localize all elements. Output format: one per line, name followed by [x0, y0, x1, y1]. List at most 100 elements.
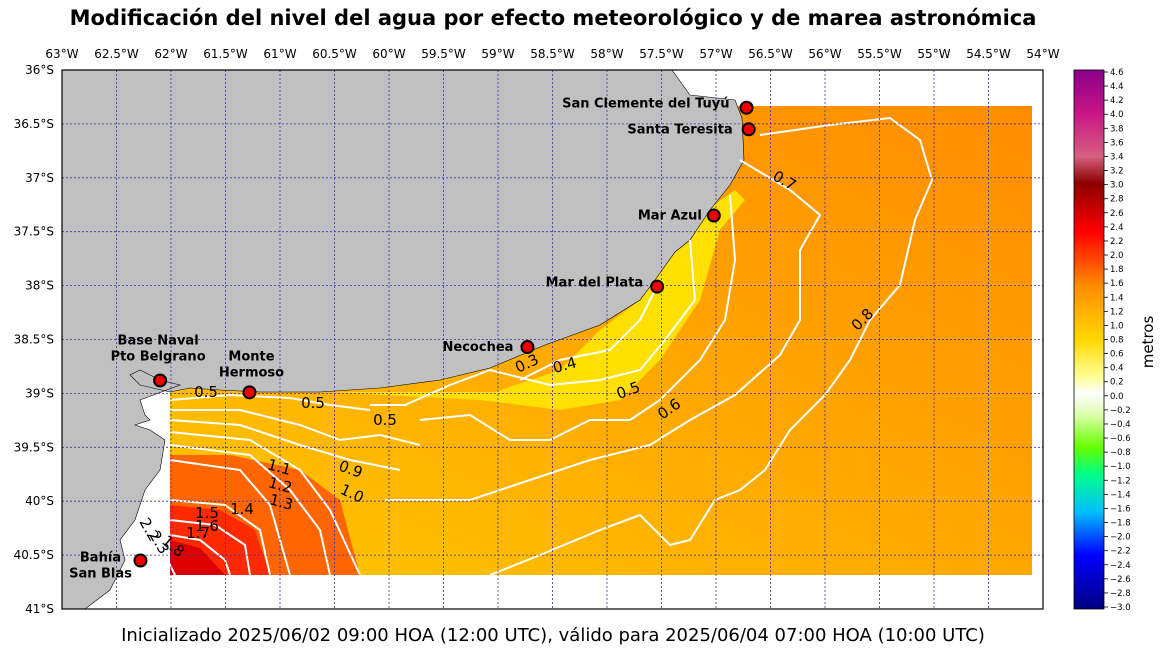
lon-tick-label: 57°W: [699, 47, 732, 61]
lat-tick-label: 36.5°S: [14, 117, 54, 131]
contour-value-label: 1.7: [186, 524, 210, 542]
city-name-label: Santa Teresita: [627, 122, 732, 137]
colorbar-tick-label: 1.6: [1110, 279, 1124, 289]
lat-tick-label: 39.5°S: [14, 440, 54, 454]
contour-value-label: 1.6: [195, 517, 219, 535]
lat-tick-label: 40°S: [25, 494, 54, 508]
lon-tick-label: 54.5°W: [966, 47, 1011, 61]
contour-value-label: 1.4: [230, 500, 254, 518]
colorbar-tick-label: −0.2: [1110, 406, 1131, 416]
lon-tick-label: 62°W: [154, 47, 187, 61]
colorbar-tick-label: 1.2: [1110, 307, 1124, 317]
lon-tick-label: 55.5°W: [857, 47, 902, 61]
colorbar-tick-label: −1.4: [1110, 490, 1131, 500]
colorbar-tick-label: −3.0: [1110, 603, 1131, 613]
city-marker: [706, 208, 721, 223]
longitude-tick-labels: 63°W 62.5°W 62°W 61.5°W 61°W 60.5°W 60°W 59.5°W…: [45, 47, 1059, 61]
colorbar-tick-label: 0.4: [1110, 364, 1124, 374]
colorbar-tick-label: 3.0: [1110, 181, 1124, 191]
colorbar-tick-label: 0.2: [1110, 378, 1124, 388]
validity-footer: Inicializado 2025/06/02 09:00 HOA (12:00…: [121, 625, 985, 646]
city-name-label: Bahía San Blas: [69, 550, 132, 581]
colorbar-tick-label: −2.6: [1110, 575, 1131, 585]
contour-value-label: 0.5: [373, 411, 397, 429]
sea-field-high-zone-darkred: [170, 540, 225, 575]
colorbar-tick-label: 0.0: [1110, 392, 1124, 402]
colorbar-tick-label: 1.8: [1110, 265, 1124, 275]
colorbar-tick-label: 3.8: [1110, 124, 1124, 134]
colorbar-tick-label: −0.8: [1110, 448, 1131, 458]
city-marker: [741, 122, 756, 137]
contour-value-label: 0.5: [301, 394, 325, 412]
colorbar-tick-label: 2.6: [1110, 209, 1124, 219]
lon-tick-label: 60°W: [372, 47, 405, 61]
lon-tick-label: 55°W: [917, 47, 950, 61]
colorbar-tick-label: 3.6: [1110, 138, 1124, 148]
colorbar-label: metros: [1139, 316, 1157, 369]
contour-value-label: 1.1: [265, 455, 293, 479]
city-marker: [153, 373, 168, 388]
city-marker: [520, 340, 535, 355]
colorbar-tick-label: 2.0: [1110, 251, 1124, 261]
colorbar-tick-label: −2.2: [1110, 547, 1131, 557]
colorbar-tick-label: −1.2: [1110, 476, 1131, 486]
lat-tick-label: 39°S: [25, 386, 54, 400]
lat-tick-label: 37°S: [25, 171, 54, 185]
lon-tick-label: 60.5°W: [312, 47, 357, 61]
colorbar-tick-label: 1.0: [1110, 321, 1124, 331]
lon-tick-label: 61°W: [263, 47, 296, 61]
city-name-label: Necochea: [443, 340, 514, 355]
colorbar-tick-label: −1.8: [1110, 519, 1131, 529]
colorbar-tick-label: 2.8: [1110, 195, 1124, 205]
page-title: Modificación del nivel del agua por efec…: [69, 6, 1037, 30]
lat-tick-label: 36°S: [25, 63, 54, 77]
city-name-label: Base Naval Pto Belgrano: [111, 333, 206, 364]
city-markers: San Clemente del Tuyú Santa Teresita Mar A…: [69, 97, 756, 581]
city-marker: [133, 553, 148, 568]
lat-tick-label: 38.5°S: [14, 333, 54, 347]
lat-tick-label: 38°S: [25, 279, 54, 293]
colorbar-tick-label: −2.0: [1110, 533, 1131, 543]
city-marker: [242, 385, 257, 400]
colorbar-tick-label: −1.0: [1110, 462, 1131, 472]
colorbar-tick-label: 3.2: [1110, 167, 1124, 177]
colorbar-tick-label: 2.2: [1110, 237, 1124, 247]
colorbar-tick-label: −0.4: [1110, 420, 1131, 430]
colorbar-tick-label: −2.4: [1110, 561, 1131, 571]
colorbar-tick-label: 0.6: [1110, 350, 1124, 360]
lon-tick-label: 63°W: [45, 47, 78, 61]
lon-tick-label: 62.5°W: [94, 47, 139, 61]
contour-value-label: 0.4: [551, 353, 579, 377]
colorbar-tick-label: −1.6: [1110, 504, 1131, 514]
city-name-label: Mar Azul: [638, 209, 702, 224]
city-name-label: Mar del Plata: [546, 276, 644, 291]
colorbar-tick-label: 3.4: [1110, 152, 1124, 162]
colorbar-tick-label: 2.4: [1110, 223, 1124, 233]
graticule-grid: [62, 70, 1043, 609]
contour-value-label: 0.5: [194, 383, 218, 401]
lat-tick-label: 41°S: [25, 602, 54, 616]
contour-value-label: 1.3: [267, 490, 295, 514]
contour-lines: [134, 116, 934, 576]
lon-tick-label: 61.5°W: [203, 47, 248, 61]
lon-tick-label: 58.5°W: [530, 47, 575, 61]
lon-tick-label: 56.5°W: [748, 47, 793, 61]
colorbar-tick-label: 4.4: [1110, 82, 1124, 92]
colorbar-tick-labels: 4.6 4.4 4.2 4.0 3.8 3.6 3.4 3.2 3.0 2.8 2.6 2.4 2.2 2…: [1104, 68, 1131, 613]
colorbar-tick-label: 4.6: [1110, 68, 1124, 78]
lon-tick-label: 59°W: [481, 47, 514, 61]
lon-tick-label: 56°W: [808, 47, 841, 61]
sea-field-low-zone: [330, 190, 745, 410]
colorbar-tick-label: 0.8: [1110, 336, 1124, 346]
lat-tick-label: 40.5°S: [14, 548, 54, 562]
lon-tick-label: 58°W: [590, 47, 623, 61]
lat-tick-label: 37.5°S: [14, 225, 54, 239]
latitude-tick-labels: 36°S 36.5°S 37°S 37.5°S 38°S 38.5°S 39°S 39.5°S…: [14, 63, 54, 616]
map-frame: [61, 69, 1044, 610]
city-marker: [650, 279, 665, 294]
lon-tick-label: 54°W: [1026, 47, 1059, 61]
city-name-label: Monte Hermoso: [219, 349, 284, 380]
contour-value-label: 1.2: [266, 473, 294, 497]
contour-value-label: 1.5: [195, 504, 219, 522]
